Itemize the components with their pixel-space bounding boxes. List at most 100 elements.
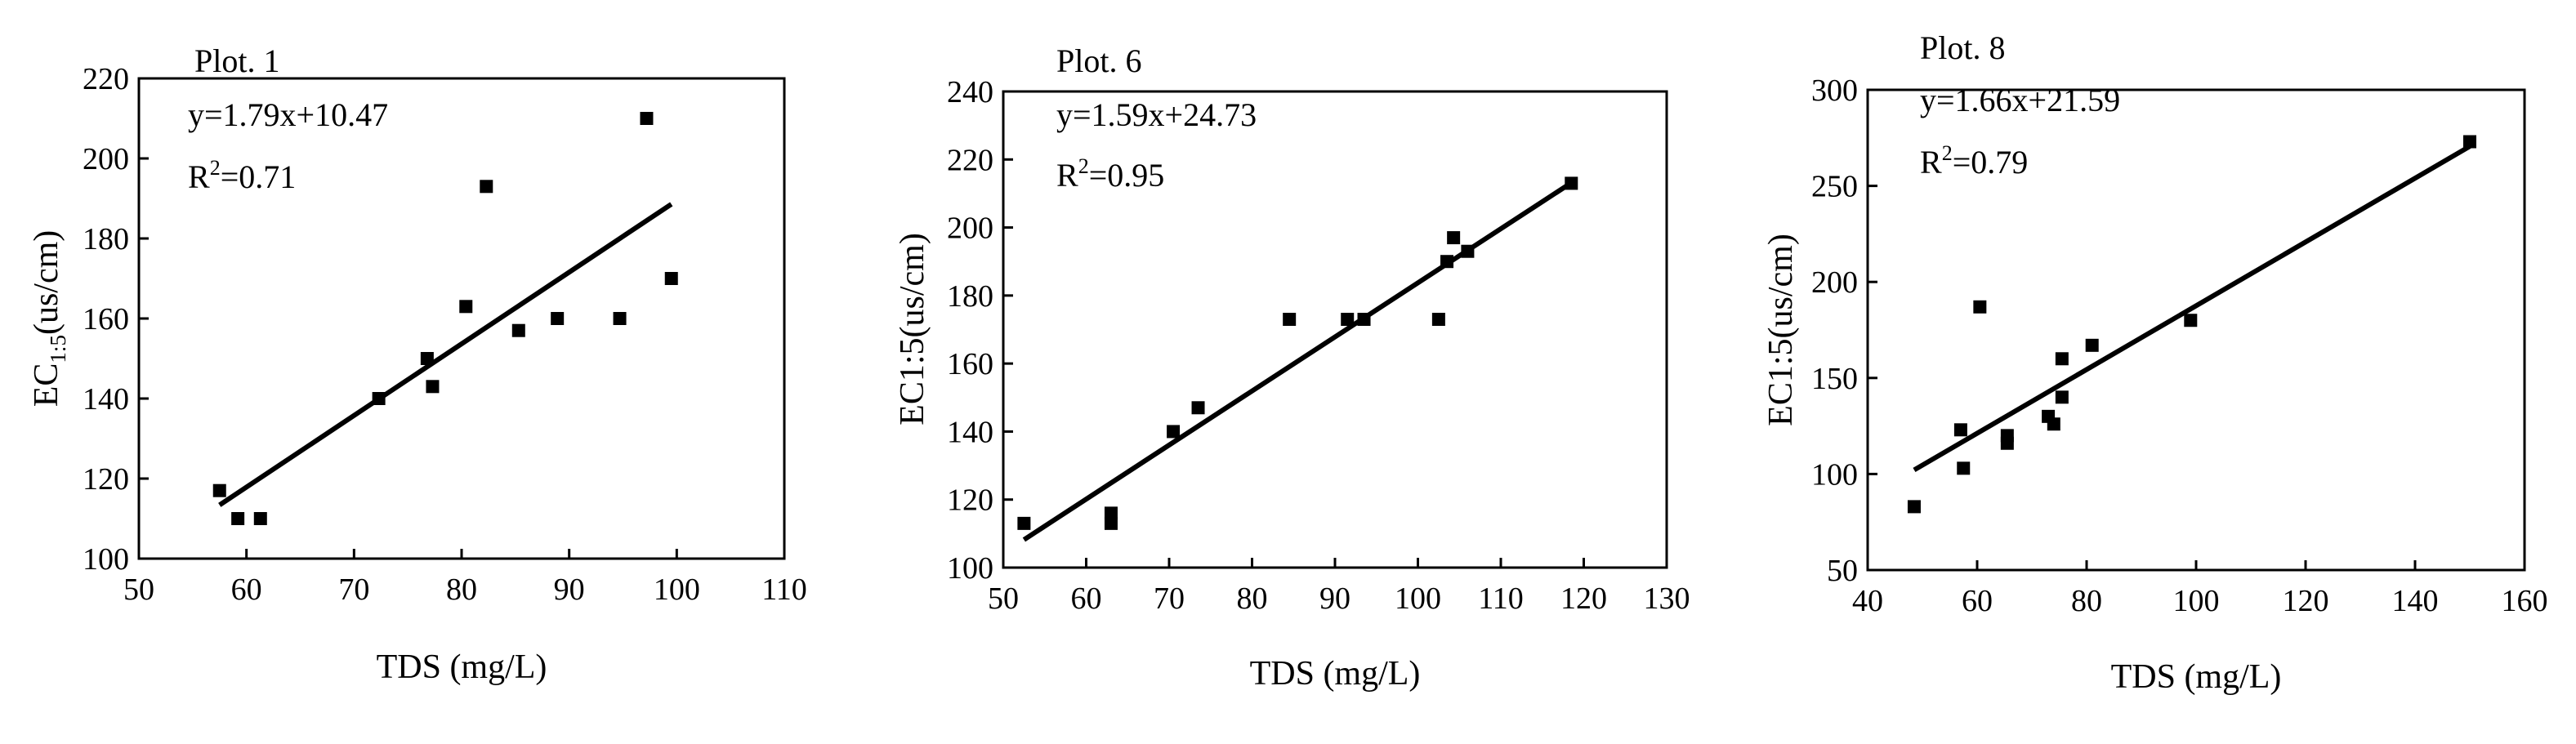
data-point [2184,314,2198,327]
x-tick-label: 40 [1852,584,1883,618]
x-tick-label: 120 [1560,581,1607,616]
x-tick-label: 120 [2283,584,2329,618]
y-axis-ticks: 100 120 140 160 180 200 220 [83,62,149,577]
data-point [1357,313,1371,327]
data-point [420,352,434,365]
regression-line [1022,180,1573,542]
data-point [1565,176,1578,190]
data-point [253,512,267,525]
y-tick-label: 200 [1811,265,1858,300]
y-tick-label: 240 [947,75,993,109]
data-point [640,112,654,125]
x-axis-ticks: 40 60 80 100 120 140 160 [1852,560,2548,618]
r-squared: R2=0.71 [188,156,296,195]
data-point [231,512,245,525]
x-tick-label: 90 [1319,581,1351,616]
y-tick-label: 140 [947,415,993,449]
y-tick-label: 200 [947,212,993,246]
y-tick-label: 50 [1827,554,1858,588]
data-point [372,392,386,405]
x-tick-label: 50 [988,581,1019,616]
regression-equation: y=1.66x+21.59 [1920,82,2120,118]
data-point [426,380,440,394]
data-point [1191,401,1205,415]
data-point [2463,135,2476,149]
x-tick-label: 60 [1071,581,1102,616]
y-tick-label: 180 [947,279,993,314]
y-tick-label: 300 [1811,74,1858,108]
data-point [1440,255,1454,269]
scatter-panel-plot-8: 50 100 150 200 250 300 40 60 80 100 120 140 160 Plo… [1762,29,2548,696]
data-point [1341,313,1355,327]
data-point [1104,506,1118,520]
data-point [2055,390,2069,404]
y-tick-label: 160 [83,302,129,336]
x-tick-label: 50 [123,572,154,607]
r-squared: R2=0.95 [1056,154,1164,194]
x-tick-label: 80 [446,572,477,607]
y-tick-label: 180 [83,222,129,256]
plot-frame [137,77,786,560]
data-point [1461,244,1475,258]
regression-line [1913,144,2471,473]
x-tick-label: 130 [1644,581,1690,616]
x-tick-label: 90 [554,572,585,607]
y-tick-label: 100 [83,542,129,577]
y-axis-label: EC1:5(us/cm) [28,230,70,407]
y-tick-label: 140 [83,382,129,417]
x-axis-ticks: 50 60 70 80 90 100 110 120 130 [988,558,1690,616]
data-point [551,312,565,325]
x-tick-label: 70 [338,572,369,607]
data-point [1953,423,1967,437]
regression-line [218,202,673,507]
x-tick-label: 140 [2392,584,2439,618]
y-axis-label: EC1:5(us/cm) [1762,234,1800,426]
panel-title: Plot. 1 [194,42,279,79]
x-tick-label: 160 [2502,584,2548,618]
y-axis-ticks: 50 100 150 200 250 300 [1811,74,1877,588]
x-axis-label: TDS (mg/L) [1250,655,1421,693]
x-tick-label: 100 [2173,584,2220,618]
x-tick-label: 80 [1237,581,1268,616]
y-tick-label: 220 [947,143,993,177]
scatter-panel-plot-6: 100 120 140 160 180 200 220 240 50 60 70 80 90 100 11… [894,42,1690,693]
x-tick-label: 100 [1395,581,1441,616]
data-point [1957,461,1971,475]
data-points [212,112,678,525]
data-points [1017,176,1578,530]
data-point [1104,516,1118,530]
x-tick-label: 60 [1962,584,1993,618]
data-point [1167,425,1181,439]
data-point [1447,231,1461,245]
scatter-panel-plot-1: 100 120 140 160 180 200 220 50 60 70 80 90 100 110 P… [28,42,807,686]
data-point [212,483,226,497]
regression-equation: y=1.59x+24.73 [1056,96,1257,133]
x-tick-label: 110 [1478,581,1524,616]
x-tick-label: 110 [761,572,807,607]
y-axis-ticks: 100 120 140 160 180 200 220 240 [947,75,1013,586]
y-tick-label: 250 [1811,170,1858,204]
data-point [2047,417,2060,431]
data-point [511,323,525,337]
data-point [1973,300,1987,314]
y-tick-label: 120 [83,462,129,497]
x-axis-label: TDS (mg/L) [2111,658,2282,696]
x-tick-label: 100 [654,572,700,607]
x-tick-label: 60 [231,572,262,607]
x-tick-label: 70 [1154,581,1185,616]
x-tick-label: 80 [2071,584,2102,618]
regression-equation: y=1.79x+10.47 [188,96,388,133]
y-tick-label: 100 [1811,457,1858,492]
data-point [1431,313,1445,327]
data-point [459,300,473,314]
data-point [664,272,678,285]
x-axis-label: TDS (mg/L) [377,648,547,686]
data-point [480,180,493,194]
data-point [1907,500,1921,514]
panel-title: Plot. 8 [1920,29,2005,66]
data-points [1907,135,2476,514]
data-point [2055,352,2069,366]
y-tick-label: 120 [947,483,993,518]
data-point [1017,516,1031,530]
y-tick-label: 200 [83,142,129,176]
